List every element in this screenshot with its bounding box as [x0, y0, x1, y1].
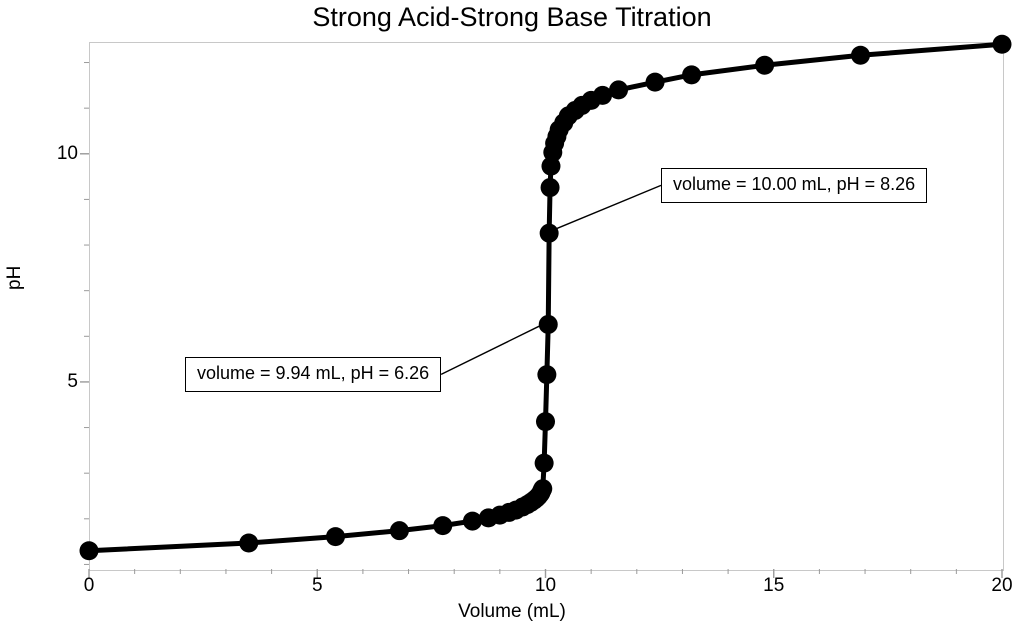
- y-tick-label: 5: [67, 370, 78, 392]
- annotation-label-lower: volume = 9.94 mL, pH = 6.26: [185, 357, 442, 392]
- x-tick-label: 5: [311, 575, 323, 596]
- x-tick-label: 10: [534, 575, 557, 596]
- x-tick-label: 0: [83, 575, 95, 596]
- y-tick-label: 10: [56, 142, 78, 164]
- y-axis-title: pH: [4, 265, 25, 290]
- x-axis-title: Volume (mL): [458, 601, 566, 622]
- plot-area: [89, 42, 1004, 571]
- annotation-label-upper: volume = 10.00 mL, pH = 8.26: [661, 168, 928, 203]
- x-tick-label: 20: [991, 575, 1013, 596]
- x-tick-label: 15: [763, 575, 785, 596]
- chart-title: Strong Acid-Strong Base Titration: [312, 2, 712, 32]
